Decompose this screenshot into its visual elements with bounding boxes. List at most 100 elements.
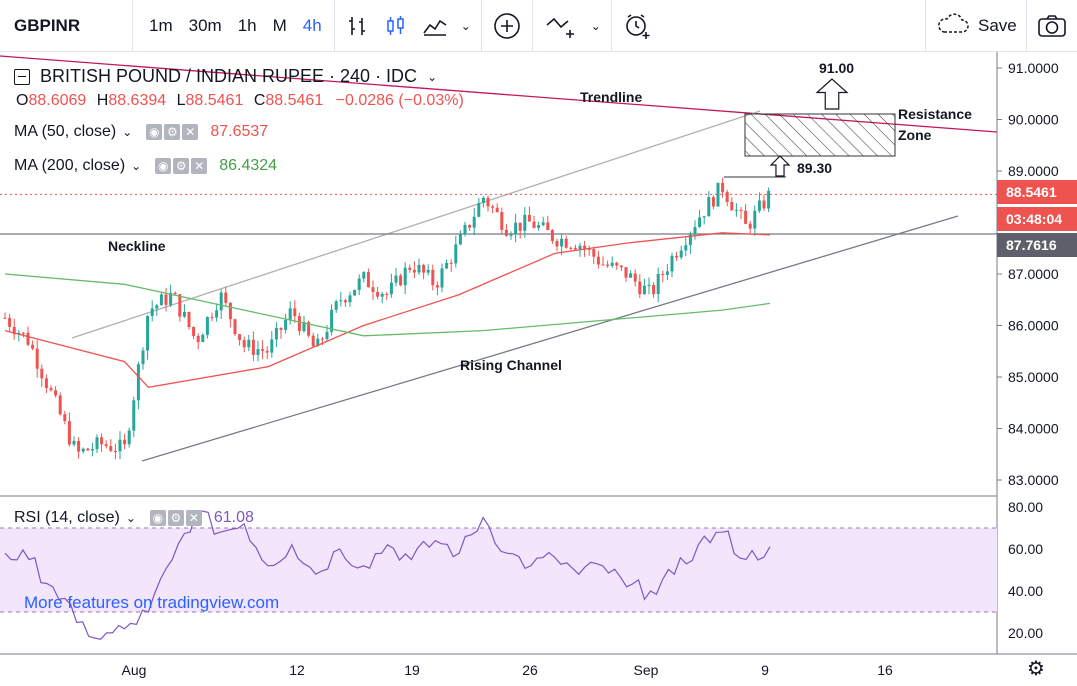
candle-body: [339, 300, 343, 302]
candle-body: [192, 327, 196, 337]
time-tick-label: 12: [289, 662, 305, 678]
chevron-down-icon[interactable]: ⌄: [460, 18, 471, 33]
candle-body: [224, 292, 228, 303]
candle-body: [449, 262, 453, 264]
candle-body: [330, 309, 334, 332]
time-tick-label: Aug: [122, 662, 147, 678]
candles: [3, 177, 771, 460]
interval-4h[interactable]: 4h: [302, 15, 322, 35]
candle-style-icon[interactable]: [377, 0, 415, 52]
candle-body: [679, 250, 683, 258]
settings-gear-icon[interactable]: ⚙: [1027, 658, 1045, 680]
candle-body: [311, 335, 315, 347]
line-tool-icon[interactable]: [537, 0, 585, 52]
candle-body: [205, 317, 209, 335]
price-label-box: [997, 233, 1077, 257]
interval-M[interactable]: M: [272, 15, 287, 35]
candle-body: [702, 216, 706, 218]
candle-body: [261, 349, 265, 351]
price-chart[interactable]: 91.000090.000089.000088.000087.000086.00…: [0, 52, 1077, 686]
candle-body: [527, 214, 531, 222]
indicator-controls[interactable]: ◉ ⚙ ✕: [146, 124, 199, 140]
add-indicator-icon[interactable]: [486, 0, 528, 52]
candle-body: [104, 444, 108, 447]
candle-body: [477, 203, 481, 217]
candle-body: [274, 327, 278, 340]
camera-icon[interactable]: [1026, 0, 1077, 52]
candle-body: [35, 348, 39, 369]
candle-body: [127, 430, 131, 445]
candle-body: [58, 395, 62, 415]
ma200-line: [4, 273, 771, 337]
rsi-tick-label: 80.00: [1008, 499, 1043, 515]
candle-body: [748, 223, 752, 229]
candle-body: [601, 264, 605, 266]
candle-body: [560, 238, 564, 247]
chevron-down-icon[interactable]: ⌄: [122, 125, 133, 139]
candle-body: [619, 265, 623, 268]
rsi-tick-label: 20.00: [1008, 625, 1043, 641]
collapse-icon[interactable]: [14, 68, 30, 85]
candle-body: [762, 200, 766, 209]
close-icon: ✕: [182, 124, 199, 140]
candle-body: [109, 446, 113, 451]
ma200-legend[interactable]: MA (200, close) ⌄ ◉ ⚙ ✕ 86.4324: [14, 157, 278, 174]
candle-body: [739, 209, 743, 211]
chevron-down-icon[interactable]: ⌄: [590, 18, 601, 33]
candle-body: [279, 327, 283, 330]
symbol-search[interactable]: GBPINR: [0, 0, 133, 52]
candle-body: [113, 450, 117, 452]
candle-body: [320, 338, 324, 340]
candle-body: [652, 284, 656, 295]
save-button[interactable]: Save: [925, 0, 1025, 52]
candle-body: [21, 332, 25, 334]
candle-body: [555, 240, 559, 247]
rsi-legend[interactable]: RSI (14, close) ⌄ ◉ ⚙ ✕ 61.08: [14, 509, 254, 526]
price-label-horizontal-line: 87.7616: [1006, 237, 1057, 253]
candle-body: [256, 349, 260, 355]
candle-body: [63, 414, 67, 422]
watermark[interactable]: More features on tradingview.com: [24, 593, 280, 612]
candle-body: [353, 289, 357, 296]
candle-body: [270, 339, 274, 353]
interval-group: 1m 30m 1h M 4h: [133, 0, 330, 52]
channel-upper-line: [71, 110, 761, 339]
candle-body: [26, 332, 30, 345]
candle-body: [233, 319, 237, 335]
indicator-controls[interactable]: ◉ ⚙ ✕: [155, 158, 208, 174]
price-label-countdown: 03:48:04: [1006, 211, 1062, 227]
candle-body: [753, 210, 757, 229]
candle-body: [647, 284, 651, 286]
interval-1m[interactable]: 1m: [149, 15, 173, 35]
interval-30m[interactable]: 30m: [188, 15, 222, 35]
candle-body: [376, 291, 380, 297]
candle-body: [495, 207, 499, 213]
eye-icon: ◉: [155, 158, 172, 174]
bar-style-icon[interactable]: [339, 0, 377, 52]
rsi-tick-label: 60.00: [1008, 541, 1043, 557]
candle-body: [265, 350, 269, 353]
chevron-down-icon[interactable]: ⌄: [131, 159, 142, 173]
candle-body: [472, 216, 476, 228]
channel-lower-line: [141, 215, 959, 462]
candle-body: [665, 271, 669, 275]
candle-body: [514, 222, 518, 235]
candle-body: [31, 344, 35, 349]
indicator-controls[interactable]: ◉ ⚙ ✕: [149, 510, 202, 526]
alert-icon[interactable]: [616, 0, 660, 52]
area-style-icon[interactable]: [415, 0, 455, 52]
target-arrow-91: [815, 78, 849, 110]
price-tick-label: 84.0000: [1008, 421, 1059, 437]
ma50-legend[interactable]: MA (50, close) ⌄ ◉ ⚙ ✕ 87.6537: [14, 123, 269, 140]
interval-1h[interactable]: 1h: [237, 15, 257, 35]
save-label: Save: [978, 16, 1017, 35]
candle-body: [164, 294, 168, 305]
candle-body: [146, 315, 150, 351]
candle-body: [468, 224, 472, 228]
candle-body: [573, 247, 577, 250]
chevron-down-icon[interactable]: ⌄: [125, 511, 136, 525]
price-tick-label: 85.0000: [1008, 369, 1059, 385]
cloud-save-icon: [936, 13, 970, 40]
chevron-down-icon[interactable]: ⌄: [427, 69, 438, 84]
candle-body: [688, 233, 692, 246]
